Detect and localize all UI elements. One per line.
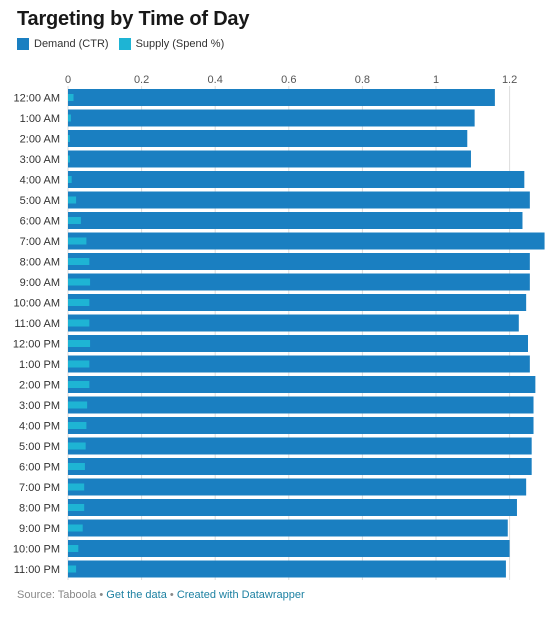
legend-label-demand: Demand (CTR) (34, 38, 109, 50)
datawrapper-link[interactable]: Created with Datawrapper (176, 589, 305, 601)
category-label: 2:00 AM (20, 134, 60, 146)
footer-separator: • (99, 589, 104, 601)
supply-bar (68, 463, 85, 470)
supply-bar (68, 258, 90, 265)
category-label: 2:00 PM (19, 380, 60, 392)
category-label: 3:00 AM (20, 154, 60, 166)
legend-swatch-demand (17, 38, 29, 50)
legend-swatch-supply (118, 38, 131, 50)
demand-bar (68, 560, 506, 578)
supply-bar (68, 565, 77, 573)
supply-bar (68, 237, 87, 245)
legend-item-demand: Demand (CTR) (17, 38, 109, 50)
x-tick-label: 0.2 (134, 74, 149, 86)
demand-bar (68, 314, 519, 332)
supply-bar (68, 155, 70, 163)
supply-bar (68, 176, 72, 183)
category-label: 8:00 PM (19, 503, 60, 515)
supply-bar (68, 278, 91, 286)
supply-bar (68, 360, 90, 368)
demand-bar (68, 212, 523, 229)
demand-bar (68, 253, 530, 270)
supply-bar (68, 442, 86, 450)
demand-bar (68, 130, 468, 147)
legend-item-supply: Supply (Spend %) (118, 38, 225, 50)
get-data-link[interactable]: Get the data (106, 589, 167, 601)
supply-bar (68, 483, 85, 491)
supply-bar (68, 217, 81, 224)
demand-bar (68, 294, 527, 311)
demand-bar (68, 499, 517, 516)
demand-bar (68, 417, 534, 434)
demand-bar (68, 109, 475, 127)
footer-source: Source: Taboola (17, 589, 97, 601)
category-label: 5:00 AM (20, 195, 60, 207)
demand-bar (68, 540, 510, 557)
category-label: 1:00 AM (20, 113, 60, 125)
category-label: 12:00 AM (14, 93, 60, 105)
category-label: 8:00 AM (20, 257, 60, 269)
category-label: 5:00 PM (19, 441, 60, 453)
category-label: 1:00 PM (19, 359, 60, 371)
category-label: 10:00 AM (14, 298, 60, 310)
demand-bar (68, 171, 525, 188)
demand-bar (68, 458, 532, 475)
supply-bar (68, 545, 79, 552)
category-label: 9:00 AM (20, 277, 60, 289)
supply-bar (68, 94, 74, 101)
x-tick-label: 1.2 (502, 74, 517, 86)
category-label: 9:00 PM (19, 523, 60, 535)
footer: Source: Taboola • Get the data • Created… (17, 589, 305, 601)
category-label: 4:00 PM (19, 421, 60, 433)
legend-label-supply: Supply (Spend %) (135, 38, 225, 50)
category-label: 10:00 PM (13, 544, 60, 556)
demand-bar (68, 89, 495, 106)
x-tick-label: 0 (65, 74, 71, 86)
category-label: 11:00 AM (14, 318, 60, 330)
demand-bar (68, 478, 527, 496)
category-label: 7:00 PM (19, 482, 60, 494)
supply-bar (68, 524, 83, 532)
category-label: 12:00 PM (13, 339, 60, 351)
category-label: 4:00 AM (20, 175, 60, 187)
supply-bar (68, 114, 71, 122)
category-label: 3:00 PM (19, 400, 60, 412)
supply-bar (68, 422, 87, 429)
chart-title: Targeting by Time of Day (17, 8, 250, 30)
category-label: 6:00 PM (19, 462, 60, 474)
category-label: 7:00 AM (20, 236, 60, 248)
footer-separator: • (169, 589, 174, 601)
legend: Demand (CTR) Supply (Spend %) (17, 38, 234, 50)
supply-bar (68, 299, 90, 306)
supply-bar (68, 504, 85, 511)
demand-bar (68, 519, 508, 537)
demand-bar (68, 437, 532, 455)
demand-bar (68, 273, 530, 291)
demand-bar (68, 232, 545, 250)
supply-bar (68, 401, 88, 409)
supply-bar (68, 135, 70, 142)
category-label: 6:00 AM (20, 216, 60, 228)
demand-bar (68, 335, 528, 352)
demand-bar (68, 376, 536, 393)
category-label: 11:00 PM (14, 564, 60, 576)
supply-bar (68, 319, 90, 327)
demand-bar (68, 396, 534, 414)
supply-bar (68, 340, 91, 347)
x-tick-label: 0.6 (281, 74, 296, 86)
x-tick-label: 1 (433, 74, 439, 86)
demand-bar (68, 355, 530, 373)
supply-bar (68, 196, 77, 204)
demand-bar (68, 191, 530, 209)
supply-bar (68, 381, 90, 388)
x-tick-label: 0.8 (355, 74, 370, 86)
demand-bar (68, 150, 471, 168)
x-tick-label: 0.4 (208, 74, 223, 86)
